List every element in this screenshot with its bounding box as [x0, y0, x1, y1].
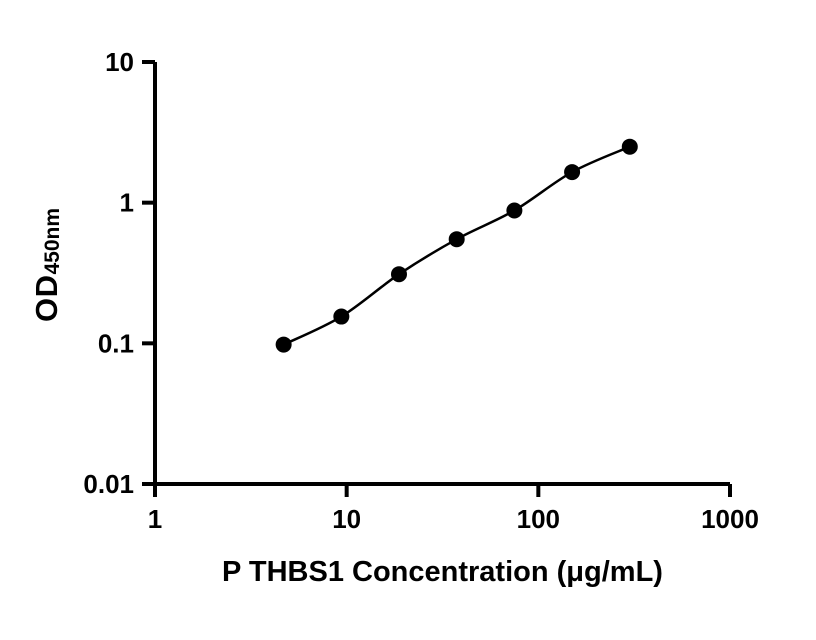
y-tick-label: 0.01: [83, 469, 134, 499]
x-tick-label: 1000: [701, 504, 759, 534]
data-point: [275, 336, 292, 353]
x-tick-label: 100: [517, 504, 560, 534]
data-point: [621, 138, 638, 155]
y-tick-label: 10: [105, 47, 134, 77]
y-axis-title: OD 450nm: [29, 180, 65, 350]
y-tick-label: 0.1: [98, 328, 134, 358]
x-tick-label: 10: [332, 504, 361, 534]
data-point: [506, 202, 523, 219]
data-point: [564, 164, 581, 181]
data-point: [390, 266, 407, 283]
y-axis-title-subscript: 450nm: [41, 207, 64, 275]
x-axis-title: P THBS1 Concentration (μg/mL): [222, 556, 663, 588]
y-axis-title-main: OD: [29, 274, 64, 323]
data-point: [448, 231, 465, 248]
data-point: [333, 308, 350, 325]
y-tick-label: 1: [120, 188, 134, 218]
x-tick-label: 1: [148, 504, 162, 534]
